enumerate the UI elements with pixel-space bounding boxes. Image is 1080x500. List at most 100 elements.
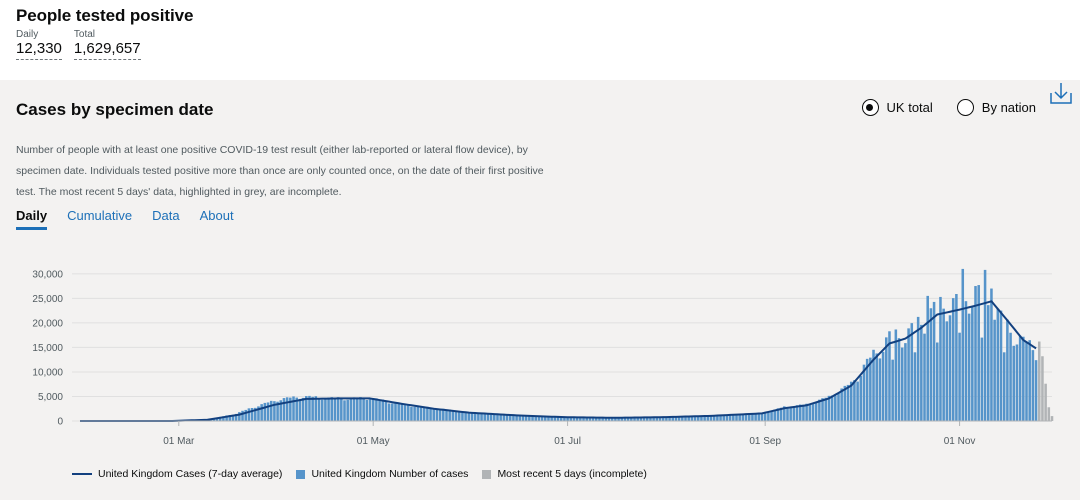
metric-total-label: Total xyxy=(73,29,96,40)
daily-bar xyxy=(1012,345,1016,421)
legend-label-average: United Kingdom Cases (7-day average) xyxy=(98,468,283,480)
daily-bar xyxy=(601,417,604,421)
tab-data[interactable]: Data xyxy=(152,208,180,223)
daily-bar xyxy=(712,415,716,421)
chart-description: Number of people with at least one posit… xyxy=(16,144,544,198)
daily-bar xyxy=(534,415,537,421)
daily-bar xyxy=(285,397,289,421)
daily-bar xyxy=(661,416,665,421)
daily-bar xyxy=(336,397,340,421)
daily-bar xyxy=(215,417,219,421)
daily-bar xyxy=(741,414,745,421)
daily-bar xyxy=(1002,352,1006,421)
daily-bar xyxy=(614,417,617,421)
daily-bar xyxy=(754,413,757,421)
download-icon[interactable] xyxy=(1048,80,1074,106)
daily-bar xyxy=(747,414,751,421)
daily-bar xyxy=(888,331,891,421)
daily-bar xyxy=(234,413,238,421)
daily-bar xyxy=(878,358,882,421)
incomplete-bar xyxy=(1047,407,1051,421)
daily-bar xyxy=(690,416,694,421)
daily-bar xyxy=(371,398,375,421)
daily-bar xyxy=(786,406,789,421)
daily-bar xyxy=(821,398,824,421)
daily-bar xyxy=(684,416,687,421)
daily-bar xyxy=(900,347,904,421)
daily-bar xyxy=(324,399,327,421)
daily-bar xyxy=(1015,344,1019,421)
daily-bar xyxy=(709,415,713,421)
daily-bar xyxy=(292,396,295,421)
daily-bar xyxy=(865,358,869,421)
daily-bar xyxy=(897,338,901,421)
daily-bar xyxy=(540,416,544,421)
daily-bar xyxy=(260,404,263,421)
daily-bar xyxy=(955,294,958,421)
daily-bar xyxy=(802,404,805,421)
daily-bar xyxy=(990,288,993,421)
daily-bar xyxy=(410,406,413,421)
daily-bar xyxy=(846,384,850,421)
daily-bar xyxy=(945,321,949,421)
daily-bar xyxy=(305,396,308,421)
y-tick-label: 30,000 xyxy=(32,269,63,280)
tab-cumulative[interactable]: Cumulative xyxy=(67,208,133,223)
daily-bar xyxy=(250,408,254,421)
metric-total-value[interactable]: 1,629,657 xyxy=(73,40,141,60)
daily-bar xyxy=(550,416,553,421)
radio-by-nation[interactable]: By nation xyxy=(956,99,1036,116)
daily-bar xyxy=(359,397,362,421)
tab-daily[interactable]: Daily xyxy=(16,208,48,230)
daily-bar xyxy=(639,417,643,421)
radio-uk-total-label: UK total xyxy=(886,100,933,115)
daily-bar xyxy=(451,410,455,421)
legend-swatch-cases xyxy=(296,469,306,479)
daily-bar xyxy=(735,414,738,421)
daily-bar xyxy=(442,408,445,421)
daily-bar xyxy=(432,409,436,421)
daily-bar xyxy=(279,400,283,421)
daily-bar xyxy=(951,298,955,421)
daily-bar xyxy=(544,416,547,421)
x-tick-label: 01 Mar xyxy=(163,436,195,447)
daily-bar xyxy=(238,412,241,421)
daily-bar xyxy=(645,417,649,421)
incomplete-bar xyxy=(1041,356,1044,421)
daily-bar xyxy=(362,398,365,421)
daily-bar xyxy=(365,400,369,421)
daily-bar xyxy=(986,305,990,421)
daily-bar xyxy=(964,301,968,421)
daily-bar xyxy=(222,416,225,421)
daily-bar xyxy=(610,418,614,421)
daily-bar xyxy=(942,308,945,421)
radio-uk-total[interactable]: UK total xyxy=(861,99,933,116)
daily-bar xyxy=(881,351,885,421)
radio-uk-total-circle[interactable] xyxy=(861,99,879,116)
daily-bar xyxy=(856,381,859,421)
daily-bar xyxy=(486,413,490,421)
y-tick-label: 20,000 xyxy=(32,318,63,329)
radio-by-nation-circle[interactable] xyxy=(956,99,974,116)
metric-daily-value[interactable]: 12,330 xyxy=(16,40,62,60)
daily-bar xyxy=(502,414,506,421)
daily-bar xyxy=(384,401,388,421)
daily-bar xyxy=(569,417,573,421)
daily-bar xyxy=(531,415,534,421)
tab-about[interactable]: About xyxy=(199,208,234,223)
daily-bar xyxy=(448,409,451,421)
daily-bar xyxy=(671,416,675,421)
daily-bar xyxy=(480,413,483,421)
daily-bar xyxy=(932,301,936,421)
daily-bar xyxy=(515,414,518,421)
daily-bar xyxy=(642,417,646,421)
daily-bar xyxy=(473,412,477,421)
daily-bar xyxy=(763,412,767,421)
daily-bar xyxy=(508,414,512,421)
daily-bar xyxy=(566,417,569,421)
chart-legend: United Kingdom Cases (7-day average) Uni… xyxy=(72,468,647,480)
daily-bar xyxy=(269,400,273,421)
daily-bar xyxy=(728,414,732,421)
radio-by-nation-label: By nation xyxy=(981,100,1036,115)
daily-bar xyxy=(783,406,786,421)
